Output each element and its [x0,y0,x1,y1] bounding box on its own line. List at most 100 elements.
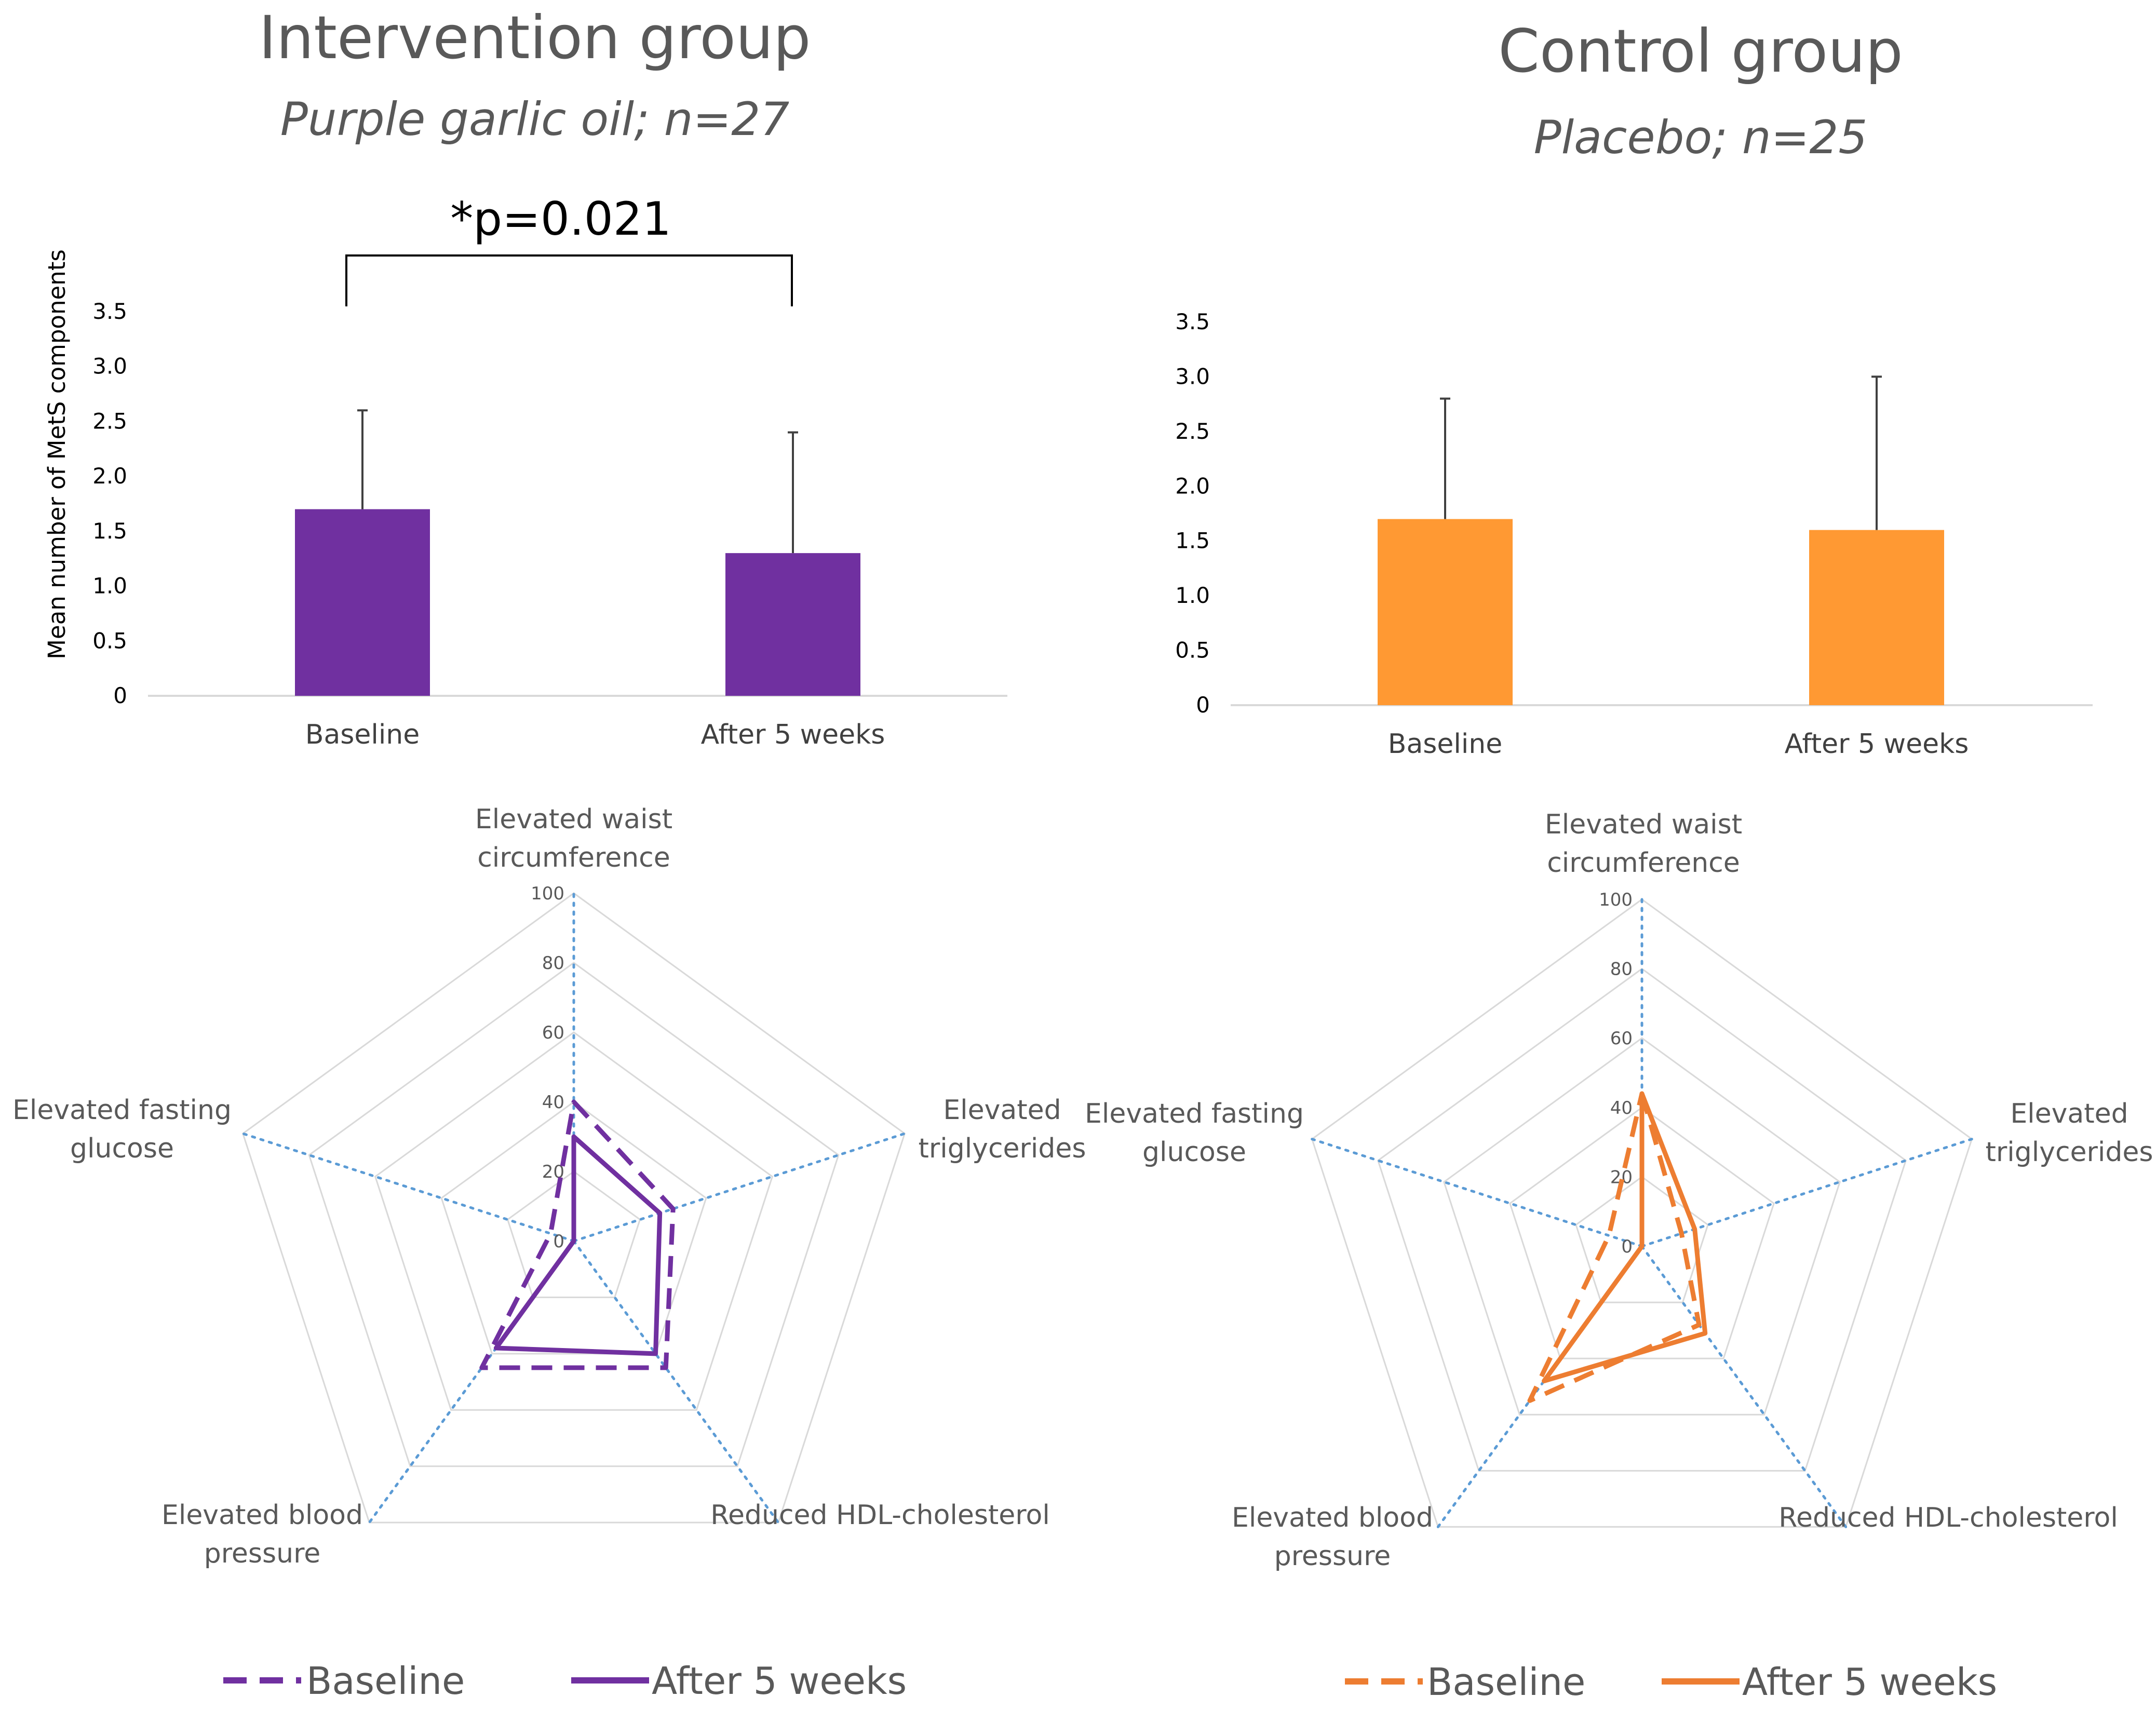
y-tick-label: 1.5 [1175,528,1210,554]
control-legend: Baseline After 5 weeks [1345,1660,1997,1704]
radar-axis-label-line: Reduced HDL-cholesterol [1778,1502,2118,1533]
radar-series-baseline [479,1099,676,1370]
y-tick-label: 0 [113,683,127,708]
radar-grid-ring [1443,1037,1841,1416]
y-tick-label: 3.0 [1175,363,1210,389]
y-tick-label: 3.5 [1175,309,1210,334]
radar-tick-label: 0 [553,1231,564,1252]
radar-grid-ring [1575,1176,1709,1303]
radar-spoke [572,1132,906,1243]
radar-grid-ring [506,1170,641,1298]
radar-axis-label-line: circumference [477,842,670,873]
y-tick-label: 0.5 [92,628,127,653]
radar-spoke [572,1240,780,1524]
radar-tick-label: 80 [1610,959,1633,980]
significance-label: *p=0.021 [450,192,671,246]
radar-axis-label-line: Elevated blood [1232,1502,1433,1533]
radar-axis-label-line: Elevated [2010,1098,2128,1129]
radar-axis-label-line: Elevated waist [475,804,672,835]
radar-axis-label-line: Elevated blood [161,1500,363,1531]
radar-axis-label-line: Reduced HDL-cholesterol [710,1500,1050,1531]
radar-tick-label: 100 [531,883,564,904]
radar-grid-ring [1377,967,1907,1472]
intervention-bar-chart: Mean number of MetS components 0 0.5 1.0 1.… [43,249,1007,750]
radar-grid-ring [242,892,906,1524]
y-tick-label: 0.5 [1175,638,1210,663]
radar-axis-label-line: pressure [204,1538,321,1569]
radar-grid-ring [1509,1106,1775,1359]
y-tick-label: 2.5 [1175,419,1210,444]
radar-series-after [1542,1091,1708,1383]
bar [295,509,430,696]
radar-axis-label: Elevated blood pressure [1232,1502,1433,1572]
radar-tick-label: 80 [542,953,564,974]
radar-axis-label: Elevated fasting glucose [1085,1098,1304,1168]
legend-after-label: After 5 weeks [1742,1660,1997,1704]
radar-axis-label: Elevated triglycerides [1986,1098,2153,1168]
radar-tick-label: 0 [1621,1236,1633,1257]
y-tick-label: 1.0 [92,573,127,599]
x-tick-label: Baseline [305,719,420,750]
radar-axis-label: Elevated triglycerides [919,1095,1086,1164]
legend-baseline-label: Baseline [1427,1660,1585,1704]
y-tick-label: 1.5 [92,518,127,544]
radar-axis-label-line: Elevated fasting [12,1095,232,1126]
radar-grid-ring [1311,898,1973,1528]
radar-tick-label: 40 [542,1092,564,1113]
radar-series-after [493,1134,663,1356]
radar-axis-label-line: triglycerides [1986,1137,2153,1168]
radar-tick-label: 60 [542,1022,564,1043]
radar-axis-label-line: Elevated waist [1545,809,1742,840]
radar-axis-label: Elevated waist circumference [1545,809,1742,879]
y-tick-label: 0 [1196,692,1210,718]
significance-bracket: *p=0.021 [345,192,793,306]
y-tick-label: 2.5 [92,408,127,434]
radar-axis-label-line: circumference [1547,847,1740,879]
radar-axis-label-line: triglycerides [919,1133,1086,1164]
y-tick-label: 1.0 [1175,583,1210,608]
radar-grid-ring [440,1101,707,1355]
radar-spoke [1311,1138,1643,1248]
control-bar-chart: 0 0.5 1.0 1.5 2.0 2.5 3.0 3.5 Baseline After 5 we… [1175,309,2093,760]
legend-baseline-label: Baseline [306,1659,465,1703]
radar-axis-label: Reduced HDL-cholesterol [710,1500,1050,1531]
radar-grid-ring [308,962,840,1467]
intervention-subtitle: Purple garlic oil; n=27 [280,92,790,146]
radar-axis-label-line: glucose [70,1133,174,1164]
radar-axis-label-line: glucose [1142,1137,1246,1168]
radar-axis-label-line: Elevated fasting [1085,1098,1304,1129]
x-tick-label: After 5 weeks [1785,729,1969,760]
x-tick-label: Baseline [1388,729,1502,760]
radar-axis-label: Elevated fasting glucose [12,1095,232,1164]
radar-spoke [241,1132,575,1243]
radar-axis-label-line: Elevated [943,1095,1061,1126]
legend-after-label: After 5 weeks [652,1659,907,1703]
radar-axis-label: Elevated blood pressure [161,1500,363,1569]
y-tick-label: 3.0 [92,354,127,379]
radar-tick-label: 40 [1610,1098,1633,1119]
radar-tick-label: 100 [1599,890,1633,910]
radar-axis-label-line: pressure [1274,1541,1391,1572]
radar-axis-label: Elevated waist circumference [475,804,672,873]
y-axis-label: Mean number of MetS components [43,249,71,659]
intervention-title: Intervention group [259,3,811,72]
bracket-line [345,254,793,306]
bar [1809,530,1944,705]
bar [725,553,860,696]
radar-spoke [1640,1138,1973,1248]
radar-grid-ring [374,1031,774,1411]
bar [1378,519,1513,705]
intervention-legend: Baseline After 5 weeks [223,1659,907,1703]
radar-series-baseline [1527,1091,1702,1403]
y-tick-label: 3.5 [92,299,127,324]
control-subtitle: Placebo; n=25 [1534,111,1868,164]
radar-axis-label: Reduced HDL-cholesterol [1778,1502,2118,1533]
x-tick-label: After 5 weeks [701,719,885,750]
radar-spoke [1640,1245,1848,1528]
y-tick-label: 2.0 [1175,473,1210,499]
y-tick-label: 2.0 [92,463,127,489]
radar-tick-label: 60 [1610,1028,1633,1049]
